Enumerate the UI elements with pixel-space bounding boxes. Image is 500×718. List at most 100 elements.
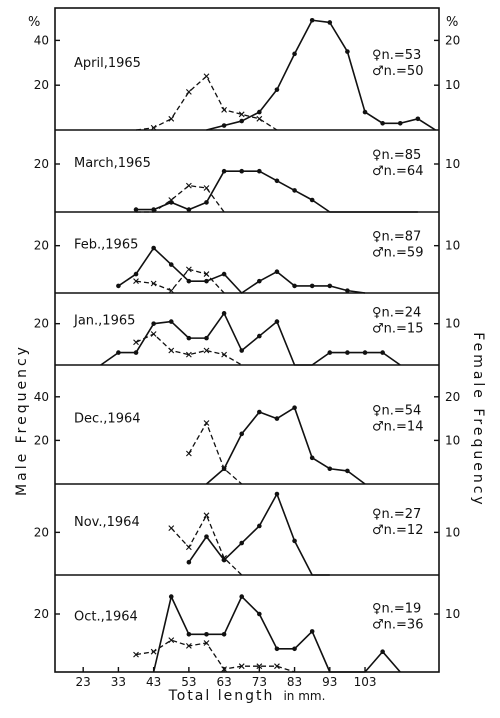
plot-frame xyxy=(54,7,440,673)
male-data-point xyxy=(133,271,139,277)
male-n-label: ♂n.=14 xyxy=(372,419,423,434)
male-data-point xyxy=(186,207,192,212)
male-data-point xyxy=(221,271,227,277)
male-series-line xyxy=(117,247,366,294)
male-data-point xyxy=(274,491,280,497)
male-data-point xyxy=(292,538,297,544)
female-series-line xyxy=(136,184,225,213)
female-data-point xyxy=(133,651,139,658)
female-data-point xyxy=(168,115,175,122)
panel-month-label: March,1965 xyxy=(74,156,151,171)
panel-4: 20 10 Jan.,1965 ♀n.=24♂n.=15 xyxy=(34,306,460,366)
panel-month-label: Dec.,1964 xyxy=(74,411,141,426)
right-tick-label: 10 xyxy=(445,157,460,171)
x-tick-label: 23 xyxy=(76,675,91,689)
female-data-point xyxy=(150,331,157,337)
x-tick-label: 93 xyxy=(322,675,337,689)
male-series-line xyxy=(205,406,366,485)
female-data-point xyxy=(185,643,192,649)
female-data-point xyxy=(256,115,263,122)
panel-1: 40 20 20 10 April,1965 ♀n.=53♂n.=50 xyxy=(34,17,460,131)
panel-month-label: Jan.,1965 xyxy=(73,314,135,329)
female-series-line xyxy=(135,75,278,131)
female-data-point xyxy=(185,544,192,551)
left-tick-label: 20 xyxy=(34,78,49,92)
female-data-point xyxy=(221,351,227,358)
male-data-point xyxy=(221,632,227,637)
male-data-point xyxy=(274,319,280,324)
x-axis-title: Total length in mm. xyxy=(168,685,326,704)
panels-layer: 40 20 20 10 April,1965 ♀n.=53♂n.=50 20 10 March,… xyxy=(34,17,460,673)
male-data-point xyxy=(309,283,315,289)
x-tick-label: 103 xyxy=(354,675,377,689)
male-data-point xyxy=(345,288,350,293)
male-data-point xyxy=(168,262,174,267)
male-series-line xyxy=(206,19,436,131)
male-n-label: ♂n.=36 xyxy=(372,617,423,632)
male-data-point xyxy=(292,188,297,193)
panel-3: 20 10 Feb.,1965 ♀n.=87♂n.=59 xyxy=(34,230,460,294)
female-data-point xyxy=(221,106,227,113)
male-data-point xyxy=(309,455,315,461)
female-n-label: ♀n.=53 xyxy=(372,48,421,63)
x-tick-label: 33 xyxy=(111,675,126,689)
panel-month-label: Feb.,1965 xyxy=(74,238,138,253)
left-tick-label: 40 xyxy=(34,390,49,404)
right-tick-label: 10 xyxy=(445,78,460,92)
male-data-point xyxy=(274,416,280,421)
male-data-point xyxy=(221,557,227,563)
male-data-point xyxy=(151,321,156,326)
male-series-line xyxy=(188,493,330,576)
male-data-point xyxy=(257,409,262,415)
male-data-point xyxy=(204,534,209,539)
female-series-line xyxy=(135,639,295,673)
male-data-point xyxy=(151,207,156,212)
female-data-point xyxy=(133,339,139,346)
female-series-line xyxy=(188,421,243,485)
male-data-point xyxy=(327,466,333,472)
male-data-point xyxy=(257,611,262,617)
male-data-point xyxy=(221,311,227,316)
left-tick-label: 20 xyxy=(34,239,49,253)
male-data-point xyxy=(204,278,209,284)
male-data-point xyxy=(397,120,403,126)
x-axis-title-main: Total length xyxy=(168,688,275,704)
male-data-point xyxy=(327,20,333,25)
female-data-point xyxy=(185,182,192,189)
male-data-point xyxy=(239,168,245,174)
male-data-point xyxy=(345,49,350,54)
female-series-line xyxy=(135,268,225,294)
male-data-point xyxy=(204,632,209,637)
male-data-point xyxy=(292,405,297,411)
male-data-point xyxy=(221,168,227,174)
male-data-point xyxy=(239,348,245,353)
male-data-point xyxy=(257,333,262,339)
male-data-point xyxy=(239,431,245,437)
male-data-point xyxy=(309,17,315,23)
female-data-point xyxy=(150,280,157,287)
female-n-label: ♀n.=19 xyxy=(372,601,421,616)
male-data-point xyxy=(274,269,280,275)
male-data-point xyxy=(239,118,245,124)
right-tick-label: 20 xyxy=(445,33,460,47)
panel-7: 20 10 Oct.,1964 ♀n.=19♂n.=36 xyxy=(34,594,460,673)
female-data-point xyxy=(168,347,175,354)
male-data-point xyxy=(151,245,156,251)
male-data-point xyxy=(292,283,297,289)
male-data-point xyxy=(221,123,227,128)
male-data-point xyxy=(380,649,385,654)
female-data-point xyxy=(203,347,210,354)
panel-2: 20 10 March,1965 ♀n.=85♂n.=64 xyxy=(34,148,460,213)
left-tick-label: 40 xyxy=(34,33,49,47)
male-data-point xyxy=(186,632,192,637)
female-data-point xyxy=(185,351,192,358)
male-data-point xyxy=(204,200,209,205)
male-data-point xyxy=(309,629,315,634)
right-tick-label: 10 xyxy=(445,607,460,621)
female-data-point xyxy=(185,89,192,95)
right-tick-label: 10 xyxy=(445,317,460,331)
left-tick-label: 20 xyxy=(34,607,49,621)
female-data-point xyxy=(203,640,210,646)
male-data-point xyxy=(239,594,245,599)
